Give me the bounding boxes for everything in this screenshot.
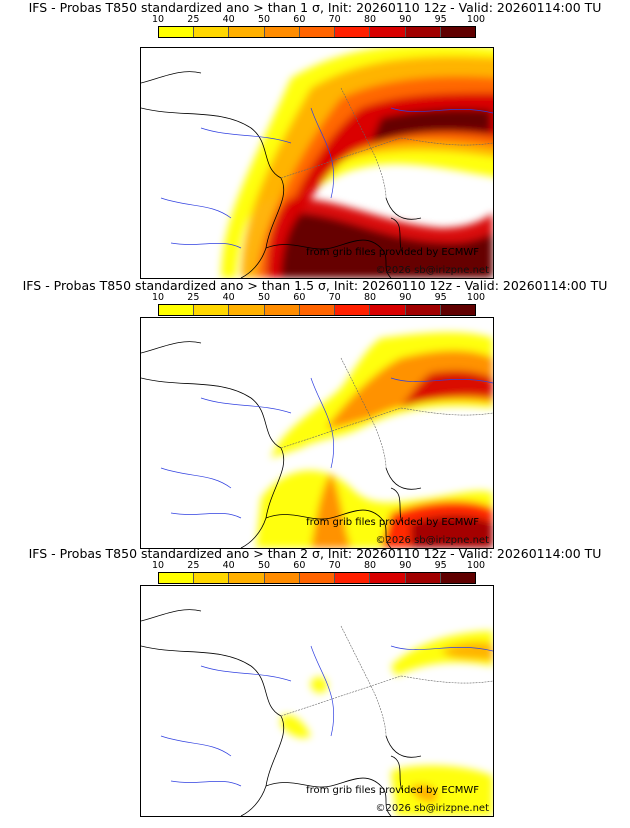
colorbar-swatch bbox=[299, 305, 336, 315]
probability-area bbox=[391, 631, 493, 676]
colorbar-tick: 90 bbox=[399, 14, 412, 25]
colorbar-tick: 10 bbox=[151, 14, 165, 25]
colorbar-tick: 70 bbox=[328, 14, 341, 25]
colorbar-tick: 90 bbox=[399, 560, 412, 571]
probability-area bbox=[371, 108, 491, 143]
colorbar-swatch bbox=[299, 27, 336, 37]
source-credit: from grib files provided by ECMWF bbox=[306, 785, 479, 796]
coastline bbox=[141, 71, 422, 278]
colorbar-tick: 95 bbox=[434, 292, 447, 303]
colorbar bbox=[158, 572, 476, 584]
colorbar-swatch bbox=[335, 305, 371, 315]
colorbar-swatch bbox=[440, 27, 475, 37]
colorbar-tick: 60 bbox=[293, 14, 306, 25]
colorbar-swatch bbox=[440, 305, 475, 315]
panel-title: IFS - Probas T850 standardized ano > tha… bbox=[22, 278, 608, 293]
panel-title: IFS - Probas T850 standardized ano > tha… bbox=[28, 0, 602, 15]
colorbar-tick: 100 bbox=[466, 14, 486, 25]
colorbar-swatch bbox=[194, 573, 230, 583]
colorbar-tick: 10 bbox=[151, 292, 165, 303]
rivers bbox=[160, 645, 493, 787]
colorbar-swatch bbox=[405, 573, 441, 583]
coastline bbox=[141, 341, 422, 548]
panel-title: IFS - Probas T850 standardized ano > tha… bbox=[28, 546, 602, 561]
colorbar-swatch bbox=[194, 305, 230, 315]
source-credit: from grib files provided by ECMWF bbox=[306, 247, 479, 258]
colorbar-swatch bbox=[335, 27, 371, 37]
colorbar-swatch bbox=[370, 573, 406, 583]
colorbar-tick: 95 bbox=[434, 14, 447, 25]
colorbar-swatch bbox=[159, 573, 195, 583]
colorbar-tick: 95 bbox=[434, 560, 447, 571]
colorbar bbox=[158, 304, 476, 316]
probability-map: from grib files provided by ECMWF ©2026 … bbox=[140, 317, 494, 549]
probability-area bbox=[391, 765, 493, 816]
colorbar-swatch bbox=[264, 573, 300, 583]
copyright-credit: ©2026 sb@irizpne.net bbox=[375, 803, 489, 814]
probability-area bbox=[411, 784, 438, 803]
forecast-panel-2: IFS - Probas T850 standardized ano > tha… bbox=[0, 278, 630, 549]
colorbar-tick: 10 bbox=[151, 560, 165, 571]
colorbar-swatch bbox=[405, 305, 441, 315]
colorbar-swatch bbox=[264, 27, 300, 37]
colorbar-tick: 40 bbox=[222, 14, 235, 25]
colorbar-swatch bbox=[370, 27, 406, 37]
borders bbox=[280, 625, 493, 737]
colorbar-tick: 90 bbox=[399, 292, 412, 303]
colorbar-swatch bbox=[159, 305, 195, 315]
borders bbox=[280, 87, 493, 199]
colorbar-swatch bbox=[264, 305, 300, 315]
forecast-panel-3: IFS - Probas T850 standardized ano > tha… bbox=[0, 546, 630, 817]
borders bbox=[280, 357, 493, 469]
colorbar-tick: 60 bbox=[293, 560, 306, 571]
colorbar-ticks: 10 25 40 50 60 70 80 90 95 100 bbox=[150, 560, 486, 572]
colorbar-tick: 25 bbox=[187, 14, 200, 25]
colorbar-tick: 80 bbox=[363, 14, 377, 25]
colorbar-tick: 100 bbox=[466, 292, 486, 303]
probability-area bbox=[441, 642, 493, 661]
source-credit: from grib files provided by ECMWF bbox=[306, 517, 479, 528]
probability-map: from grib files provided by ECMWF ©2026 … bbox=[140, 585, 494, 817]
colorbar-tick: 70 bbox=[328, 292, 341, 303]
colorbar-tick: 80 bbox=[363, 560, 377, 571]
colorbar-ticks: 10 25 40 50 60 70 80 90 95 100 bbox=[150, 14, 486, 26]
colorbar-swatch bbox=[299, 573, 336, 583]
colorbar-swatch bbox=[159, 27, 195, 37]
colorbar-tick: 40 bbox=[222, 292, 235, 303]
probability-area bbox=[411, 515, 493, 548]
colorbar-swatch bbox=[229, 305, 265, 315]
colorbar bbox=[158, 26, 476, 38]
colorbar-swatch bbox=[335, 573, 371, 583]
probability-area bbox=[281, 213, 493, 278]
colorbar-swatch bbox=[370, 305, 406, 315]
copyright-credit: ©2026 sb@irizpne.net bbox=[375, 265, 489, 276]
probability-area bbox=[281, 715, 311, 738]
probability-area bbox=[401, 370, 493, 408]
colorbar-tick: 70 bbox=[328, 560, 341, 571]
rivers bbox=[160, 377, 493, 519]
probability-area bbox=[310, 676, 328, 693]
colorbar-tick: 50 bbox=[257, 560, 271, 571]
forecast-panel-1: IFS - Probas T850 standardized ano > tha… bbox=[0, 0, 630, 279]
colorbar-swatch bbox=[405, 27, 441, 37]
colorbar-tick: 50 bbox=[257, 14, 271, 25]
colorbar-swatch bbox=[194, 27, 230, 37]
colorbar-tick: 100 bbox=[466, 560, 486, 571]
colorbar-tick: 25 bbox=[187, 292, 200, 303]
colorbar-tick: 50 bbox=[257, 292, 271, 303]
probability-map: from grib files provided by ECMWF ©2026 … bbox=[140, 47, 494, 279]
colorbar-tick: 25 bbox=[187, 560, 200, 571]
colorbar-tick: 60 bbox=[293, 292, 306, 303]
probability-area bbox=[326, 350, 493, 428]
colorbar-tick: 80 bbox=[363, 292, 377, 303]
colorbar-swatch bbox=[229, 573, 265, 583]
copyright-credit: ©2026 sb@irizpne.net bbox=[375, 535, 489, 546]
probability-area bbox=[311, 473, 351, 548]
colorbar-tick: 40 bbox=[222, 560, 235, 571]
coastline bbox=[141, 609, 422, 816]
colorbar-ticks: 10 25 40 50 60 70 80 90 95 100 bbox=[150, 292, 486, 304]
colorbar-swatch bbox=[440, 573, 475, 583]
rivers bbox=[160, 107, 493, 249]
colorbar-swatch bbox=[229, 27, 265, 37]
